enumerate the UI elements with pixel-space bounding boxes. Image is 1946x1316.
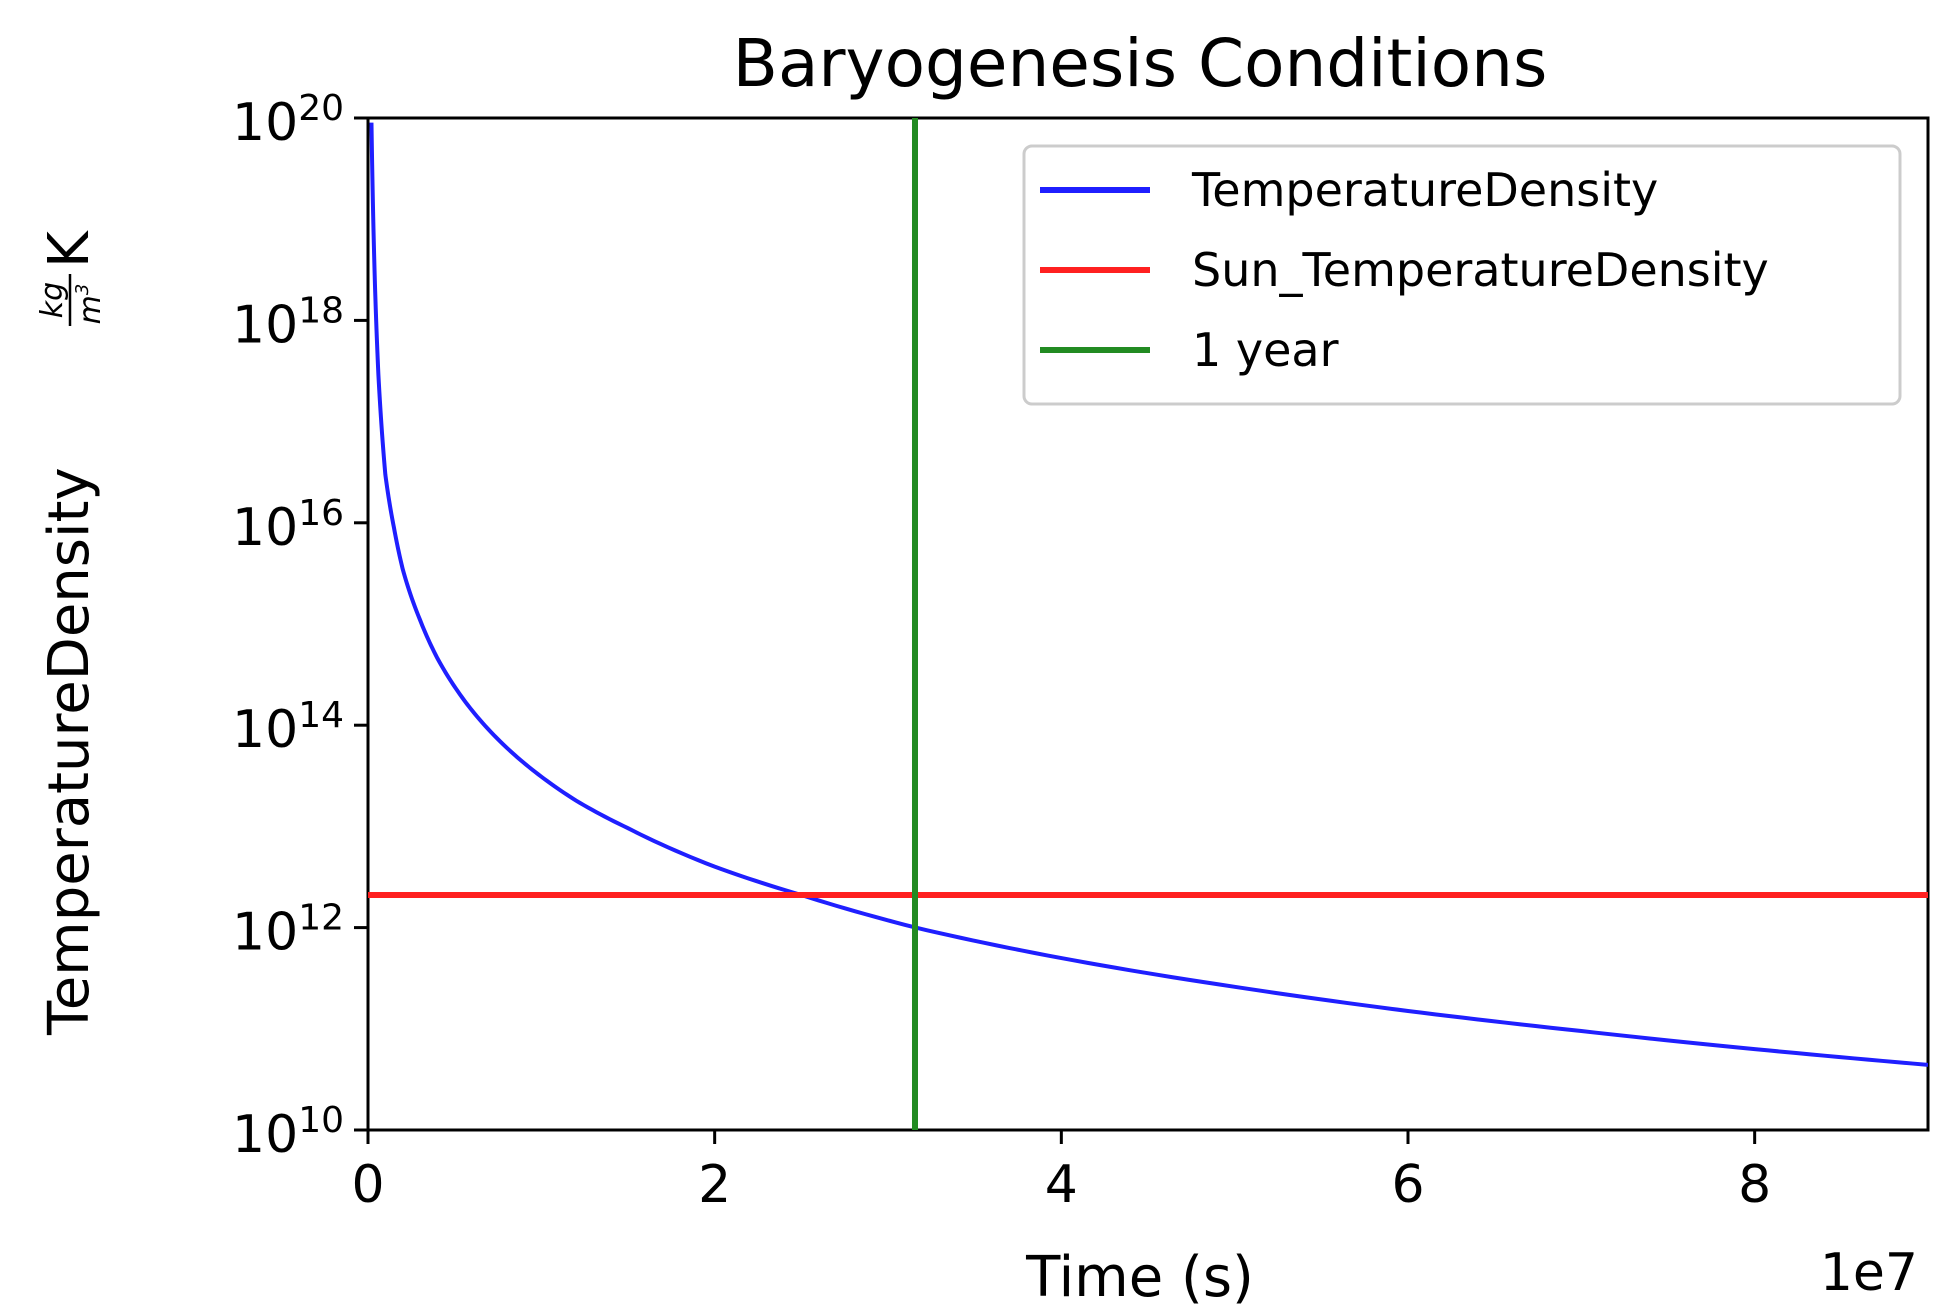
x-axis-label: Time (s) xyxy=(1025,1245,1254,1310)
y-tick-label: 1016 xyxy=(232,493,344,558)
y-tick-base: 10 xyxy=(232,700,298,760)
y-tick-base: 10 xyxy=(232,498,298,558)
plot-area-frame xyxy=(366,116,1930,1132)
y-axis-label-suffix: K xyxy=(37,230,102,268)
y-axis-label-frac-den-exp: 3 xyxy=(72,284,93,295)
y-tick-label: 1012 xyxy=(232,898,344,963)
y-tick-label: 1018 xyxy=(232,290,344,355)
legend: TemperatureDensity Sun_TemperatureDensity… xyxy=(1022,144,1902,406)
y-axis-label: TemperatureDensity kg m3 K xyxy=(35,230,108,1036)
chart-title: Baryogenesis Conditions xyxy=(733,25,1548,102)
y-tick-base: 10 xyxy=(232,903,298,963)
y-axis-label-frac-num: kg xyxy=(35,282,70,318)
x-axis-offset-label: 1e7 xyxy=(1820,1243,1918,1303)
y-axis-label-prefix: TemperatureDensity xyxy=(37,467,102,1036)
x-tick-label: 0 xyxy=(351,1155,384,1215)
y-axis-label-frac-den: m3 xyxy=(72,284,108,325)
x-tick-label: 2 xyxy=(698,1155,731,1215)
y-tick-base: 10 xyxy=(232,1105,298,1165)
y-tick-base: 10 xyxy=(232,295,298,355)
series-layer xyxy=(368,118,1928,1130)
x-tick-label: 8 xyxy=(1738,1155,1771,1215)
y-tick-exponent: 16 xyxy=(298,493,344,534)
y-tick-label: 1014 xyxy=(232,695,344,760)
y-tick-label: 1010 xyxy=(232,1100,344,1165)
legend-label: Sun_TemperatureDensity xyxy=(1192,243,1769,297)
legend-label: 1 year xyxy=(1192,323,1339,377)
y-tick-exponent: 12 xyxy=(298,898,344,939)
series-line-temperature-density xyxy=(369,122,1928,1067)
x-tick-label: 6 xyxy=(1391,1155,1424,1215)
legend-frame xyxy=(1022,144,1902,406)
y-tick-exponent: 14 xyxy=(298,695,344,736)
y-tick-exponent: 10 xyxy=(298,1100,344,1141)
legend-label: TemperatureDensity xyxy=(1191,163,1658,217)
legend-entries: TemperatureDensity Sun_TemperatureDensity… xyxy=(1040,163,1769,377)
x-tick-label: 4 xyxy=(1045,1155,1078,1215)
y-tick-base: 10 xyxy=(232,93,298,153)
y-tick-label: 1020 xyxy=(232,88,344,153)
x-axis-ticks: 0 2 4 6 8 xyxy=(351,1130,1771,1215)
y-tick-exponent: 20 xyxy=(298,88,344,129)
y-axis-label-frac-den-base: m xyxy=(73,295,108,324)
y-tick-exponent: 18 xyxy=(298,290,344,331)
